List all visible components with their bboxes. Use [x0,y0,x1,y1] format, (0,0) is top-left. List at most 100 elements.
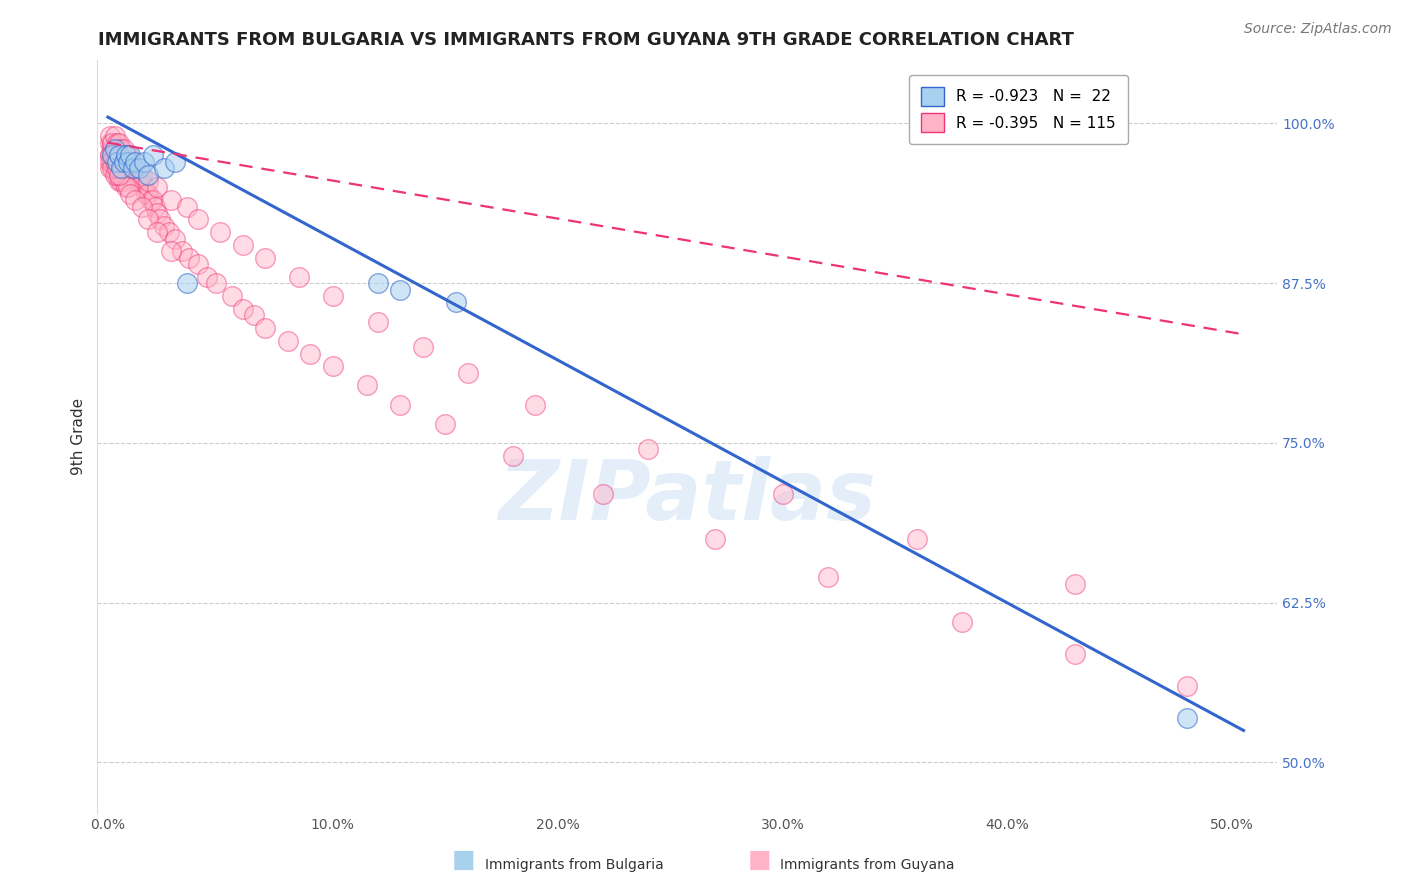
Point [149,212,172,227]
Point [277,334,299,348]
Point [592,487,614,501]
Point [115,180,138,194]
Point [105,148,128,162]
Point [817,570,839,584]
Point [143,200,166,214]
Point [104,154,127,169]
Text: ■: ■ [748,848,770,872]
Point [299,346,322,360]
Point [101,142,124,156]
Point [105,168,128,182]
Point [101,136,124,150]
Point [205,277,228,291]
Point [157,225,180,239]
Point [108,168,131,182]
Point [389,283,412,297]
Point [138,174,160,188]
Point [637,442,659,457]
Point [101,136,124,150]
Point [288,269,311,284]
Point [322,289,344,303]
Point [115,148,138,162]
Point [110,161,132,176]
Point [101,154,124,169]
Point [110,174,132,188]
Point [187,212,209,227]
Point [108,161,131,176]
Point [172,244,194,259]
Point [104,142,127,156]
Text: Immigrants from Guyana: Immigrants from Guyana [780,858,955,872]
Point [165,231,187,245]
Point [209,225,232,239]
Point [110,148,132,162]
Point [120,161,142,176]
Point [142,148,165,162]
Point [120,148,142,162]
Point [110,161,132,176]
Point [132,180,155,194]
Point [254,251,277,265]
Point [105,154,128,169]
Point [367,314,389,328]
Point [138,212,160,227]
Point [115,148,138,162]
Point [704,532,727,546]
Point [98,154,121,169]
Point [446,295,468,310]
Point [139,193,162,207]
Point [108,168,131,182]
Point [135,186,157,201]
Point [1063,576,1085,591]
Point [142,193,165,207]
Text: ZIPatlas: ZIPatlas [498,457,876,537]
Point [389,398,412,412]
Point [112,148,135,162]
Point [254,321,277,335]
Point [121,168,143,182]
Point [177,251,200,265]
Text: ■: ■ [453,848,475,872]
Point [187,257,209,271]
Point [115,168,138,182]
Point [117,168,139,182]
Point [138,186,160,201]
Point [98,129,121,144]
Point [1175,711,1198,725]
Point [457,366,479,380]
Point [108,148,131,162]
Point [105,161,128,176]
Point [120,186,142,201]
Point [112,154,135,169]
Point [138,168,160,182]
Point [176,200,198,214]
Point [131,174,153,188]
Point [104,161,127,176]
Point [232,301,254,316]
Point [132,154,155,169]
Point [146,206,169,220]
Point [367,277,389,291]
Point [101,148,124,162]
Point [98,148,121,162]
Point [112,154,135,169]
Point [105,161,128,176]
Point [108,148,131,162]
Point [108,142,131,156]
Point [952,615,974,629]
Legend: R = -0.923   N =  22, R = -0.395   N = 115: R = -0.923 N = 22, R = -0.395 N = 115 [908,75,1128,145]
Y-axis label: 9th Grade: 9th Grade [72,398,86,475]
Point [153,161,176,176]
Point [772,487,794,501]
Point [322,359,344,374]
Point [101,148,124,162]
Point [232,238,254,252]
Point [104,161,127,176]
Point [121,161,143,176]
Point [117,148,139,162]
Point [98,136,121,150]
Point [412,340,434,354]
Point [1175,679,1198,693]
Point [108,136,131,150]
Point [115,154,138,169]
